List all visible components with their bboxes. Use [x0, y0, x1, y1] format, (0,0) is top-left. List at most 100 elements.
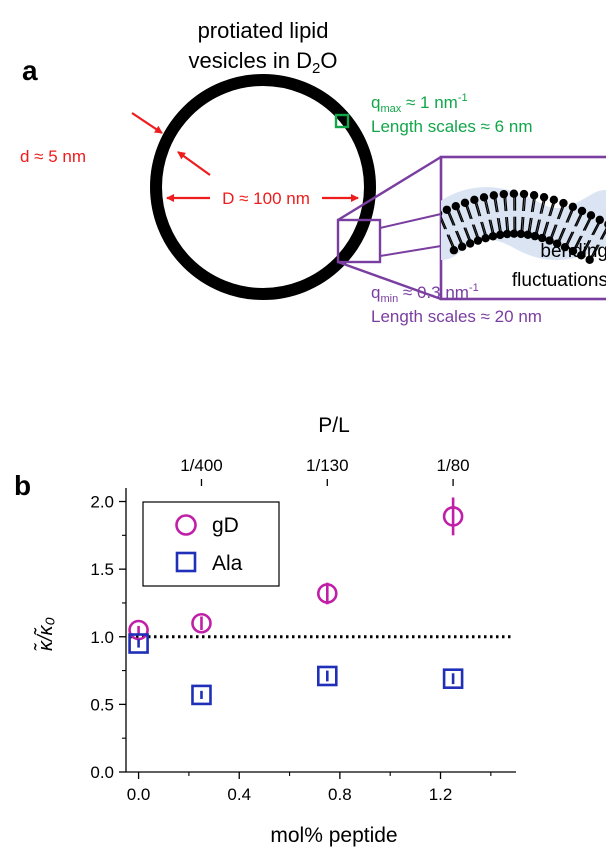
zoom-line-bottom — [337, 260, 442, 301]
lipid-tail — [495, 197, 499, 213]
x-tick-label: 0.4 — [227, 785, 251, 804]
vesicle-title-line2: vesicles in D2O — [189, 48, 338, 77]
x-axis-title: mol% peptide — [270, 824, 397, 847]
x-tick-label: 0.8 — [328, 785, 352, 804]
lipid-tail — [591, 244, 600, 259]
lipid-head — [449, 246, 459, 255]
x-tick-label: 1.2 — [429, 785, 453, 804]
membrane-bilayer — [441, 187, 606, 264]
lipid-tail — [504, 196, 508, 212]
lipid-tail — [481, 221, 488, 237]
top-tick-label: 1/80 — [437, 456, 470, 475]
zoom-line-top — [337, 155, 442, 222]
lipid-tail — [532, 197, 536, 213]
gd-point — [128, 619, 149, 641]
y-tick-label: 0.5 — [90, 695, 114, 714]
d-arrow-inner — [177, 151, 211, 176]
y-tick-label: 1.0 — [90, 628, 114, 647]
gd-point — [191, 612, 212, 634]
ala-point — [442, 668, 464, 689]
zoom-line-mid-top — [379, 213, 442, 229]
lipid-tail — [455, 230, 463, 246]
lipid-tail — [558, 204, 565, 220]
lipid-tail — [475, 201, 482, 217]
lipid-tail — [523, 195, 527, 212]
lipid-tail — [530, 197, 535, 213]
lipid-head — [519, 189, 529, 199]
inset-label-line2: fluctuations — [512, 270, 606, 291]
lipid-head — [530, 231, 540, 241]
lipid-tail — [574, 235, 583, 250]
lipid-head — [523, 230, 533, 239]
lipid-head — [457, 242, 467, 251]
lipid-head — [577, 251, 586, 260]
lipid-tail — [466, 204, 473, 220]
lipid-head — [568, 202, 578, 212]
lipid-tail — [549, 201, 556, 217]
ala-point — [128, 633, 149, 654]
lipid-head — [451, 201, 461, 211]
lipid-tail — [483, 199, 489, 215]
lipid-tail — [599, 227, 606, 240]
qmax-length-scale: Length scales ≈ 6 nm — [371, 117, 532, 136]
lipid-tail — [557, 227, 565, 243]
lipid-tail — [556, 204, 564, 220]
lipid-tail — [527, 217, 532, 233]
lipid-tail — [522, 216, 525, 232]
lipid-tail — [496, 217, 501, 234]
lipid-tail — [534, 219, 540, 235]
lipid-head — [559, 198, 568, 208]
y-tick-label: 2.0 — [90, 493, 114, 512]
lipid-tail — [582, 216, 591, 231]
D-label: D ≈ 100 nm — [222, 189, 310, 208]
lipid-head — [516, 229, 526, 239]
lipid-head — [489, 191, 499, 200]
vesicle-title-line1: protiated lipid — [198, 18, 329, 43]
qmin-label: qmin ≈ 0.3 nm-1 — [371, 282, 479, 305]
lipid-tail — [498, 217, 503, 233]
y-tick-label: 0.0 — [90, 763, 114, 782]
panel-a-label: a — [22, 55, 38, 86]
lipid-head — [499, 189, 509, 199]
lipid-head — [509, 229, 519, 238]
lipid-tail — [488, 219, 494, 235]
lipid-tail — [505, 217, 508, 233]
panel-a: a protiated lipid vesicles in D2O d ≈ 5 … — [20, 18, 606, 326]
lipid-tail — [581, 239, 590, 254]
lipid-tail — [566, 231, 575, 246]
lipid-tail — [591, 221, 600, 236]
lipid-tail — [480, 221, 486, 237]
lipid-tail — [464, 204, 472, 220]
lipid-head — [577, 206, 587, 216]
y-axis-title: κ̃/κ̃₀ — [33, 617, 57, 651]
panel-b: b P/L mol% peptide κ̃/κ̃₀ 0.0 0.5 1.0 1.5 2.… — [14, 414, 516, 847]
lipid-tail — [565, 208, 573, 223]
lipid-tail — [446, 234, 454, 249]
lipid-tail — [474, 201, 480, 217]
lipid-tail — [441, 215, 447, 230]
lipid-head — [595, 215, 604, 225]
legend-gd-marker — [175, 514, 197, 536]
lipid-head — [488, 232, 498, 241]
qmin-length-scale: Length scales ≈ 20 nm — [371, 307, 542, 326]
lipid-tail — [542, 221, 548, 237]
lipid-tail — [529, 217, 533, 233]
top-tick-label: 1/130 — [306, 456, 349, 475]
d-label: d ≈ 5 nm — [20, 147, 86, 166]
legend-ala-marker — [175, 551, 197, 573]
lipid-head — [552, 239, 562, 248]
lipid-head — [560, 242, 570, 252]
qmax-region-marker — [334, 113, 350, 129]
lipid-head — [509, 189, 519, 198]
y-tick-label: 1.5 — [90, 560, 114, 579]
lipid-tail — [471, 224, 479, 239]
lipid-tail — [589, 244, 599, 259]
lipid-head — [586, 211, 596, 220]
lipid-head — [568, 246, 578, 256]
lipid-tail — [457, 207, 465, 223]
ala-point — [191, 684, 212, 706]
lipid-head — [585, 255, 594, 264]
lipid-tail — [446, 211, 454, 226]
lipid-head — [473, 236, 483, 245]
lipid-tail — [485, 199, 491, 214]
